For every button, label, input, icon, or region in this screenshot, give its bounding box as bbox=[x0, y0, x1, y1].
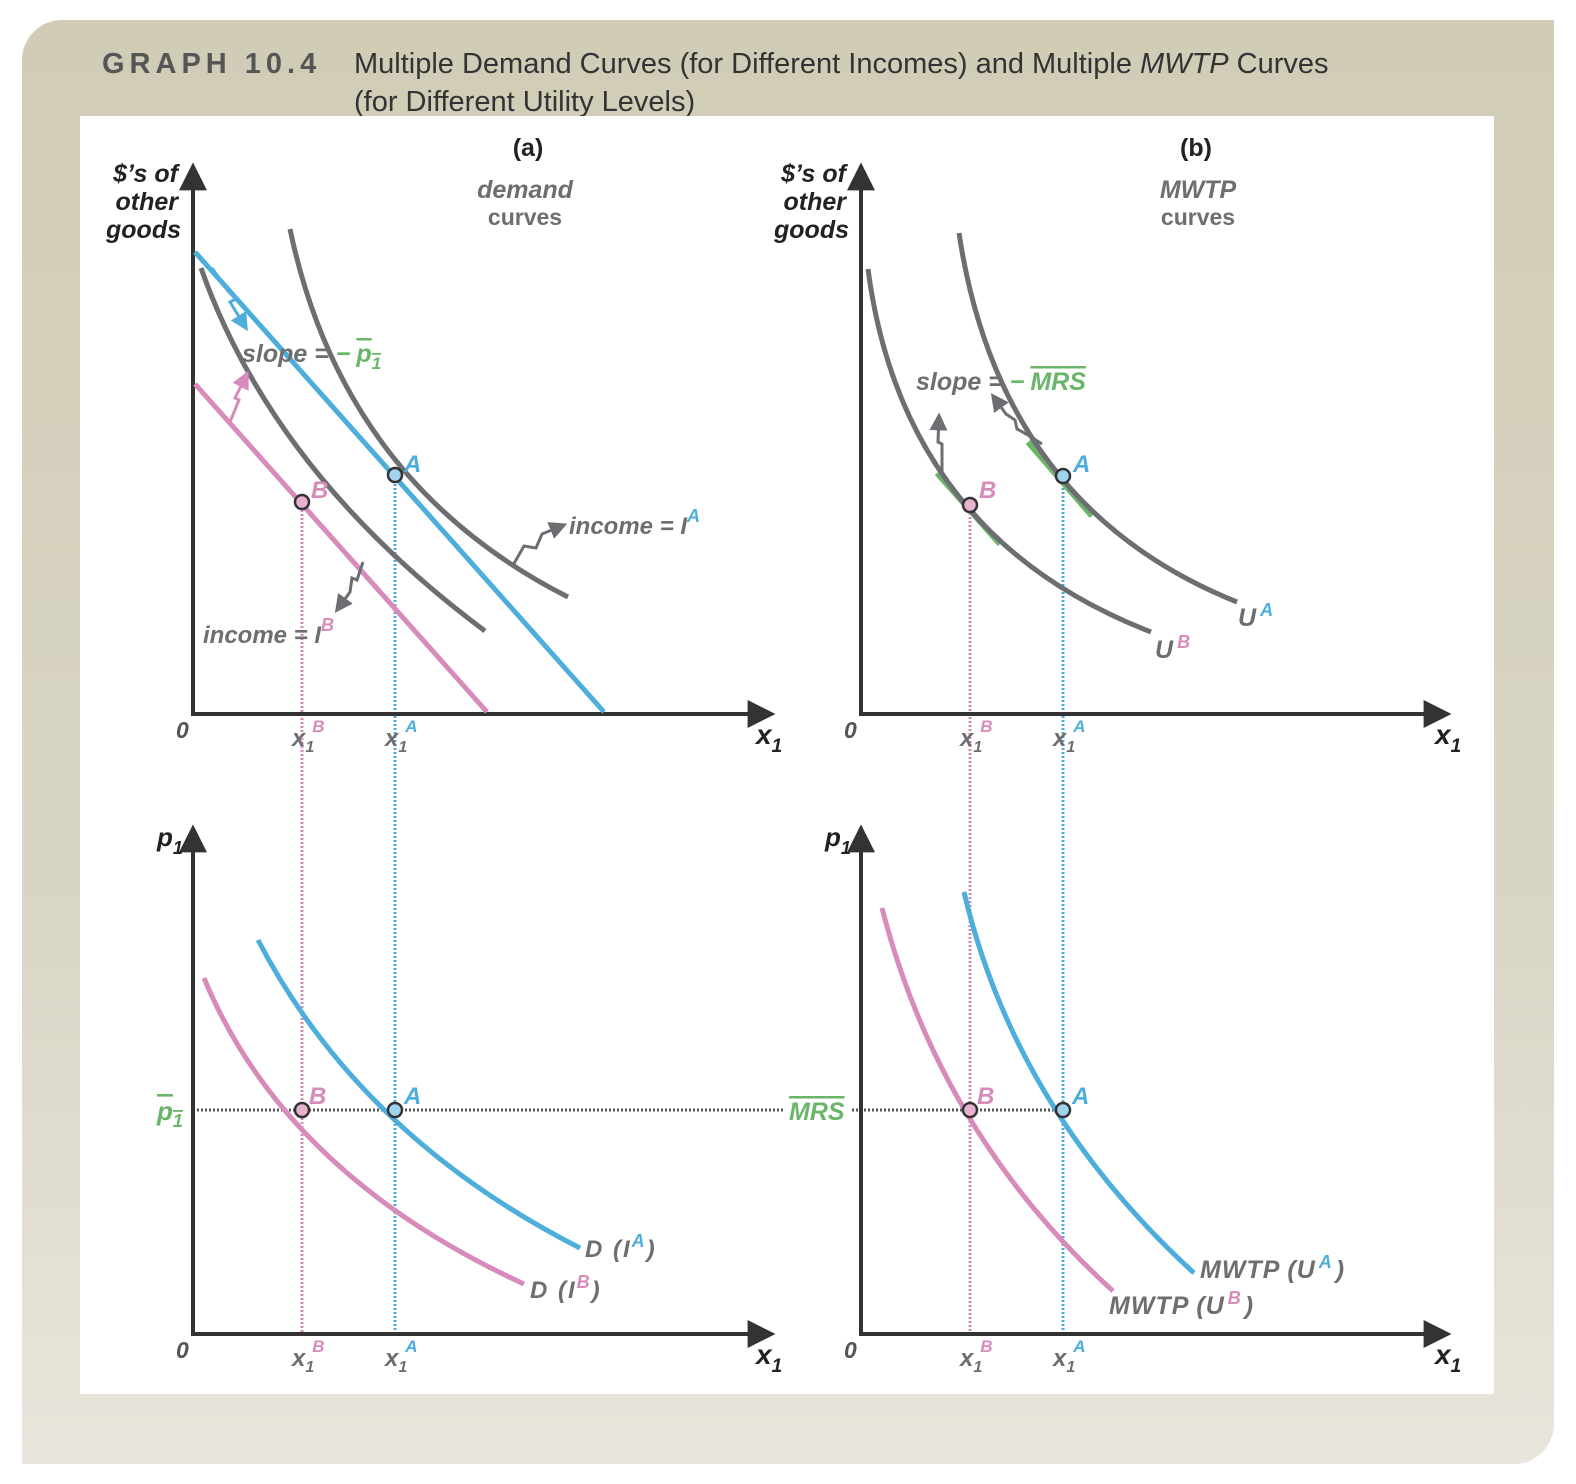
label-B: B bbox=[309, 1083, 326, 1110]
svg-text:goods: goods bbox=[773, 216, 849, 244]
demand-curve-IB bbox=[204, 978, 524, 1284]
tick-x1B: x1B bbox=[290, 717, 325, 756]
graph-title: GRAPH 10.4 Multiple Demand Curves (for D… bbox=[102, 48, 321, 81]
label-B: B bbox=[977, 1083, 994, 1110]
svg-text:$’s of: $’s of bbox=[780, 160, 849, 188]
svg-text:goods: goods bbox=[105, 216, 181, 244]
origin-label: 0 bbox=[844, 1337, 857, 1363]
point-B-top-left bbox=[295, 495, 309, 509]
graph-number: GRAPH 10.4 bbox=[102, 48, 321, 80]
panel-b-subtitle-2: curves bbox=[1161, 204, 1235, 230]
x-axis-label-bottom-right: x1 bbox=[1433, 1339, 1461, 1377]
income-A-arrow bbox=[512, 525, 564, 567]
income-B-arrow bbox=[337, 562, 363, 610]
label-A: A bbox=[1072, 451, 1090, 478]
price-label-mrs: MRS bbox=[789, 1098, 845, 1126]
tick-x1B: x1B bbox=[958, 717, 993, 756]
graph-svg: A B A B A B A B (a) demand curves (b) MW… bbox=[80, 116, 1494, 1394]
point-A-top-right bbox=[1056, 469, 1070, 483]
tick-x1A: x1A bbox=[1051, 1337, 1086, 1376]
tick-x1A: x1A bbox=[383, 1337, 418, 1376]
tick-labels-top-left: x1B x1A bbox=[290, 717, 418, 756]
title-line-1: Multiple Demand Curves (for Different In… bbox=[354, 48, 1329, 81]
price-label-p1: p1 bbox=[156, 1096, 183, 1131]
point-B-bottom-right bbox=[963, 1103, 977, 1117]
x-axis-label-top-left: x1 bbox=[754, 719, 782, 757]
tick-x1B: x1B bbox=[290, 1337, 325, 1376]
budget-line-B bbox=[195, 384, 487, 712]
income-B-label: income = IB bbox=[203, 615, 334, 649]
income-A-label: income = IA bbox=[569, 506, 700, 540]
curve-label-MWTP-UB: MWTP (U B) bbox=[1109, 1288, 1254, 1320]
y-axis-label-bottom-right: p1 bbox=[824, 822, 851, 858]
indifference-curve-UA bbox=[959, 233, 1237, 602]
slope-arrow-pink bbox=[230, 374, 247, 422]
svg-text:$’s of: $’s of bbox=[112, 160, 181, 188]
origin-label: 0 bbox=[844, 717, 857, 743]
label-A: A bbox=[403, 451, 421, 478]
point-A-bottom-right bbox=[1056, 1103, 1070, 1117]
origin-label: 0 bbox=[176, 717, 189, 743]
indifference-curve-income-A bbox=[290, 229, 568, 597]
label-A: A bbox=[1071, 1083, 1089, 1110]
tick-labels-top-right: x1B x1A bbox=[958, 717, 1086, 756]
curve-label-D-IB: D (IB) bbox=[530, 1272, 602, 1304]
slope-arrow-blue bbox=[212, 268, 246, 328]
tick-x1B: x1B bbox=[958, 1337, 993, 1376]
mrs-arrow-A bbox=[993, 396, 1042, 444]
point-B-top-right bbox=[963, 498, 977, 512]
y-axis-label-top-right: $’s of other goods bbox=[773, 160, 849, 244]
title-line-2: (for Different Utility Levels) bbox=[354, 86, 695, 119]
panel-a-label: (a) bbox=[513, 134, 544, 162]
x-axis-label-bottom-left: x1 bbox=[754, 1339, 782, 1377]
point-B-bottom-left bbox=[295, 1103, 309, 1117]
tick-labels-bottom-left: x1B x1A bbox=[290, 1337, 418, 1376]
curve-label-MWTP-UA: MWTP (U A) bbox=[1200, 1252, 1345, 1284]
x-axis-label-top-right: x1 bbox=[1433, 719, 1461, 757]
svg-text:other: other bbox=[784, 188, 848, 216]
point-A-bottom-left bbox=[388, 1103, 402, 1117]
y-axis-label-top-left: $’s of other goods bbox=[105, 160, 181, 244]
panel-b-subtitle-1: MWTP bbox=[1160, 176, 1237, 204]
panel-b-label: (b) bbox=[1180, 134, 1212, 162]
panel-a-subtitle-1: demand bbox=[477, 176, 574, 204]
slope-label-right: slope = − MRS bbox=[916, 368, 1086, 396]
panel-a-subtitle-2: curves bbox=[488, 204, 562, 230]
svg-text:other: other bbox=[116, 188, 180, 216]
tick-x1A: x1A bbox=[1051, 717, 1086, 756]
tick-labels-bottom-right: x1B x1A bbox=[958, 1337, 1086, 1376]
indifference-curve-UB bbox=[868, 269, 1151, 632]
origin-label: 0 bbox=[176, 1337, 189, 1363]
slope-label-left: slope = − p1 bbox=[242, 340, 381, 373]
tick-x1A: x1A bbox=[383, 717, 418, 756]
label-B: B bbox=[979, 477, 996, 504]
point-A-top-left bbox=[388, 468, 402, 482]
graph-panel: A B A B A B A B (a) demand curves (b) MW… bbox=[80, 116, 1494, 1394]
label-A: A bbox=[403, 1083, 421, 1110]
curve-label-D-IA: D (IA) bbox=[585, 1231, 657, 1263]
y-axis-label-bottom-left: p1 bbox=[156, 822, 183, 858]
label-B: B bbox=[311, 477, 328, 504]
